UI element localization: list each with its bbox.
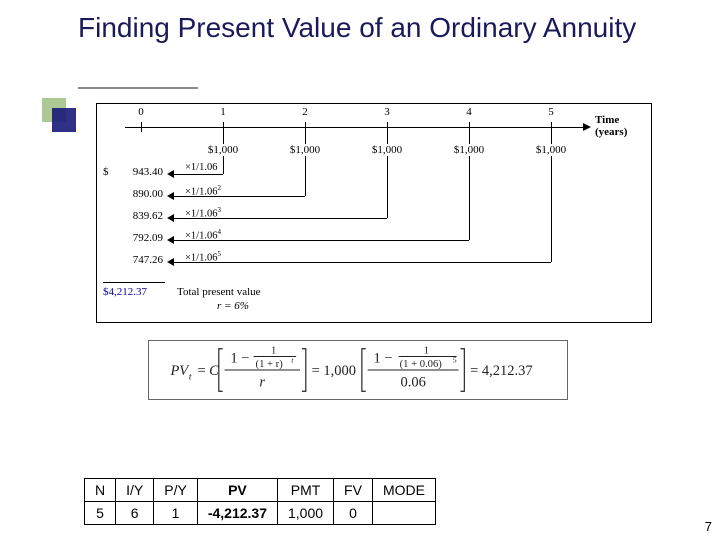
svg-text:PV: PV xyxy=(169,363,190,379)
payment-2: $1,000 xyxy=(290,144,320,156)
calc-cell-3: -4,212.37 xyxy=(197,502,277,525)
pv-row-2: 890.00×1/1.062 xyxy=(97,188,651,204)
calc-header-py: P/Y xyxy=(154,479,198,502)
discount-factor-4: ×1/1.064 xyxy=(185,228,221,242)
rate-label: r = 6% xyxy=(217,300,249,312)
calc-header-fv: FV xyxy=(334,479,373,502)
calc-cell-6 xyxy=(372,502,435,525)
pv-row-3: 839.62×1/1.063 xyxy=(97,210,651,226)
svg-text:(1 + 0.06): (1 + 0.06) xyxy=(400,359,443,370)
svg-text:1 −: 1 − xyxy=(230,350,249,366)
svg-text:1: 1 xyxy=(271,346,276,357)
svg-text:= 1,000: = 1,000 xyxy=(312,363,356,379)
calc-header-pv: PV xyxy=(197,479,277,502)
pv-row-5: 747.26×1/1.065 xyxy=(97,254,651,270)
svg-text:C: C xyxy=(209,363,219,379)
calculator-inputs-table: NI/YP/YPVPMTFVMODE 561-4,212.371,0000 xyxy=(84,478,436,525)
time-axis-label: Time(years) xyxy=(595,114,627,138)
svg-text:=: = xyxy=(198,363,206,379)
calc-cell-1: 6 xyxy=(116,502,154,525)
calc-header-n: N xyxy=(85,479,116,502)
calc-header-iy: I/Y xyxy=(116,479,154,502)
timeline-tick-3: 3 xyxy=(384,106,390,118)
pv-value-4: 792.09 xyxy=(115,232,163,244)
payment-3: $1,000 xyxy=(372,144,402,156)
pv-row-4: 792.09×1/1.064 xyxy=(97,232,651,248)
pv-value-5: 747.26 xyxy=(115,254,163,266)
discount-factor-1: ×1/1.06 xyxy=(185,162,217,173)
calc-cell-5: 0 xyxy=(334,502,373,525)
calc-header-pmt: PMT xyxy=(278,479,334,502)
timeline-tick-5: 5 xyxy=(548,106,554,118)
svg-text:1: 1 xyxy=(424,346,429,357)
slide-title: Finding Present Value of an Ordinary Ann… xyxy=(78,12,678,44)
pv-value-3: 839.62 xyxy=(115,210,163,222)
title-underline xyxy=(78,87,198,89)
accent-square-navy xyxy=(52,108,76,132)
svg-text:= 4,212.37: = 4,212.37 xyxy=(470,363,533,379)
total-separator xyxy=(103,282,165,283)
timeline-tick-4: 4 xyxy=(466,106,472,118)
total-pv-value: $4,212.37 xyxy=(103,286,147,298)
payment-1: $1,000 xyxy=(208,144,238,156)
discount-factor-5: ×1/1.065 xyxy=(185,250,221,264)
total-pv-label: Total present value xyxy=(177,286,261,298)
pv-row-1: 943.40×1/1.06 xyxy=(97,166,651,182)
calc-header-mode: MODE xyxy=(372,479,435,502)
timeline-tick-1: 1 xyxy=(220,106,226,118)
svg-text:t: t xyxy=(189,372,192,383)
payment-4: $1,000 xyxy=(454,144,484,156)
pv-formula: PV t = C 1 − 1 (1 + r) t r = 1,000 xyxy=(148,340,568,400)
pv-value-1: 943.40 xyxy=(115,166,163,178)
payment-5: $1,000 xyxy=(536,144,566,156)
svg-text:r: r xyxy=(259,374,265,390)
timeline-diagram: Time(years) 0 1 2 3 4 5 $1,000 $1,000 $1,000 $1,0… xyxy=(96,103,652,323)
svg-text:1 −: 1 − xyxy=(373,350,392,366)
svg-text:5: 5 xyxy=(453,355,457,364)
discount-factor-2: ×1/1.062 xyxy=(185,184,221,198)
dollar-sign: $ xyxy=(103,166,109,178)
calc-cell-4: 1,000 xyxy=(278,502,334,525)
slide-number: 7 xyxy=(705,519,712,534)
svg-text:0.06: 0.06 xyxy=(401,374,426,390)
calc-cell-2: 1 xyxy=(154,502,198,525)
calc-cell-0: 5 xyxy=(85,502,116,525)
timeline-tick-2: 2 xyxy=(302,106,308,118)
discount-factor-3: ×1/1.063 xyxy=(185,206,221,220)
svg-text:(1 + r): (1 + r) xyxy=(256,359,284,370)
timeline-tick-0: 0 xyxy=(138,106,144,118)
pv-value-2: 890.00 xyxy=(115,188,163,200)
